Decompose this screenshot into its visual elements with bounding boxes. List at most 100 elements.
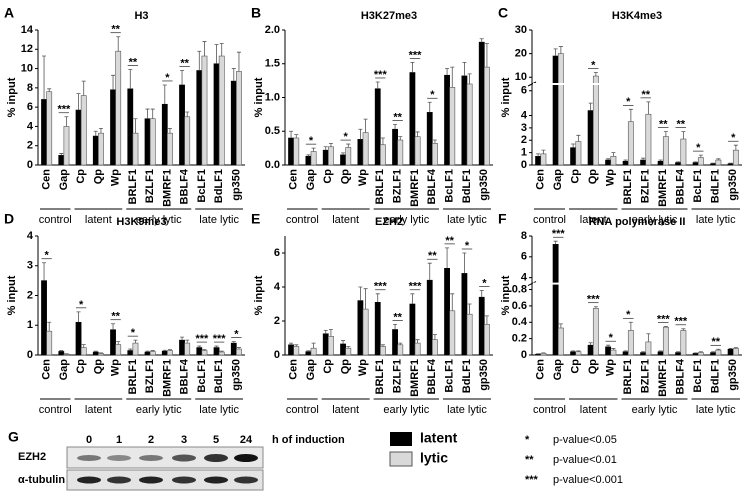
bar <box>149 351 156 356</box>
bar <box>432 143 438 166</box>
error-bar <box>219 350 224 353</box>
bar <box>328 335 334 356</box>
x-tick-label: Wp <box>110 359 122 376</box>
significance-label: * <box>430 89 435 101</box>
error-bar <box>167 127 172 134</box>
bar <box>41 280 47 356</box>
x-tick-label: BcLF1 <box>196 359 208 393</box>
error-bar <box>289 342 294 345</box>
error-bar <box>484 315 489 325</box>
y-tick-label: 12 <box>21 43 33 55</box>
error-bar <box>47 321 52 332</box>
x-tick-label: BBLF4 <box>675 358 687 394</box>
error-bar <box>323 329 328 334</box>
bar <box>409 72 416 166</box>
error-bar <box>571 350 576 352</box>
error-bar <box>484 43 489 68</box>
chart-title: RNA polymerase II <box>589 216 686 228</box>
lane-label: 1 <box>116 434 122 446</box>
significance-label: ** <box>711 336 720 348</box>
bar <box>110 329 116 356</box>
bar <box>444 74 450 166</box>
error-bar <box>681 328 686 331</box>
bar <box>196 347 203 356</box>
error-bar <box>42 262 47 281</box>
significance-label: * <box>344 131 349 143</box>
y-axis-title: % input <box>6 275 18 315</box>
panel-letter: E <box>251 211 260 227</box>
error-bar <box>375 293 380 303</box>
bar <box>322 333 329 356</box>
x-tick-label: Gap <box>58 169 70 191</box>
error-bar <box>341 152 346 155</box>
x-tick-label: Qp <box>92 169 104 185</box>
x-tick-label: gp350 <box>727 359 739 391</box>
bar <box>727 163 734 166</box>
bar <box>461 273 468 356</box>
y-tick-label: 14 <box>21 24 34 36</box>
bar <box>426 112 433 166</box>
error-bar <box>681 131 686 140</box>
error-bar <box>363 288 368 310</box>
bar <box>345 147 352 166</box>
bar <box>449 310 456 356</box>
bar <box>213 63 220 166</box>
bar <box>461 75 468 166</box>
y-tick-label: 20 <box>515 48 527 60</box>
error-bar <box>693 161 698 163</box>
bar <box>179 339 185 356</box>
x-tick-label: BdLF1 <box>213 359 225 393</box>
bar <box>715 349 722 356</box>
error-bar <box>479 38 484 43</box>
y-tick-label: 2 <box>27 140 33 152</box>
x-tick-label: BBLF4 <box>426 168 438 204</box>
bar <box>63 126 70 166</box>
bar <box>640 352 647 356</box>
blot-image <box>66 446 264 491</box>
bar <box>570 351 577 356</box>
x-tick-label: BMRF1 <box>161 359 173 397</box>
y-tick-label: 0 <box>274 349 280 361</box>
error-bar <box>375 81 380 89</box>
x-tick-label: BMRF1 <box>657 359 669 397</box>
y-tick-label: 4 <box>521 109 528 121</box>
panel-letter: C <box>498 5 508 21</box>
x-tick-label: BdLF1 <box>461 359 473 393</box>
group-label: early lytic <box>632 404 678 416</box>
bar <box>184 116 191 166</box>
x-tick-label: BMRF1 <box>409 169 421 207</box>
x-tick-label: BcLF1 <box>692 169 704 203</box>
significance-label: *** <box>213 333 227 345</box>
bar <box>357 300 364 356</box>
error-bar <box>398 136 403 141</box>
error-bar <box>133 339 138 344</box>
bar <box>230 342 237 356</box>
x-tick-label: BdLF1 <box>710 169 722 203</box>
x-tick-label: BZLF1 <box>144 359 156 393</box>
error-bar <box>427 101 432 113</box>
bar <box>732 348 739 356</box>
break-gap <box>533 282 743 285</box>
bar <box>92 351 99 356</box>
error-bar <box>231 341 236 344</box>
bar <box>552 55 559 166</box>
bar <box>645 113 652 166</box>
x-tick-label: Cp <box>570 359 582 374</box>
x-tick-label: BMRF1 <box>657 169 669 207</box>
bar <box>610 349 617 356</box>
bar <box>426 279 433 356</box>
error-bar <box>553 48 558 56</box>
error-bar <box>628 321 633 331</box>
error-bar <box>462 62 467 76</box>
bar <box>680 330 687 356</box>
error-bar <box>415 131 420 137</box>
x-tick-label: BMRF1 <box>409 359 421 397</box>
bar <box>432 339 438 356</box>
x-tick-label: Qp <box>587 359 599 375</box>
error-bar <box>646 333 651 342</box>
bar <box>622 351 629 356</box>
x-tick-label: Cen <box>535 359 547 380</box>
error-bar <box>76 311 81 323</box>
bar <box>592 308 599 356</box>
error-bar <box>202 349 207 351</box>
